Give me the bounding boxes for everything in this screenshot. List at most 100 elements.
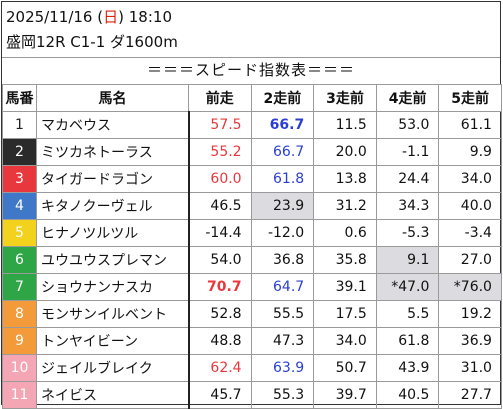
index-4prev: 5.5 — [375, 300, 440, 328]
horse-name: ネイビス — [36, 381, 190, 409]
col-header-2prev: 2走前 — [250, 84, 315, 112]
table-row: 5 ヒナノツルツル -14.4 -12.0 0.6 -5.3 -3.4 — [2, 219, 502, 247]
index-3prev: 50.7 — [313, 354, 377, 382]
index-last: 45.7 — [188, 381, 252, 409]
table-row: 8 モンサンイルベント 52.8 55.5 17.5 5.5 19.2 — [2, 300, 502, 328]
table-header-row: 馬番 馬名 前走 2走前 3走前 4走前 5走前 — [2, 84, 502, 112]
table-row: 9 トンヤイビーン 48.8 47.3 34.0 61.8 36.9 — [2, 327, 502, 355]
index-last: 46.5 — [188, 192, 252, 220]
index-5prev: 61.1 — [438, 111, 502, 139]
horse-number: 10 — [2, 354, 37, 382]
index-5prev: -3.4 — [438, 219, 502, 247]
index-3prev: 31.2 — [313, 192, 377, 220]
horse-name: ユウユウスプレマン — [36, 246, 190, 274]
index-3prev: 20.0 — [313, 138, 377, 166]
index-4prev: 24.4 — [375, 165, 440, 193]
index-last: 48.8 — [188, 327, 252, 355]
index-last: 57.5 — [188, 111, 252, 139]
index-3prev: 39.7 — [313, 381, 377, 409]
horse-number: 9 — [2, 327, 37, 355]
index-5prev: 19.2 — [438, 300, 502, 328]
index-last: 55.2 — [188, 138, 252, 166]
col-header-4prev: 4走前 — [375, 84, 440, 112]
index-last: 70.7 — [188, 273, 252, 301]
horse-name: ヒナノツルツル — [36, 219, 190, 247]
index-2prev: 47.3 — [250, 327, 315, 355]
horse-name: マカベウス — [36, 111, 190, 139]
speed-index-table: 馬番 馬名 前走 2走前 3走前 4走前 5走前 1 マカベウス 57.5 66.7 1… — [2, 84, 502, 409]
index-2prev: 36.8 — [250, 246, 315, 274]
race-date: 2025/11/16 — [6, 8, 93, 26]
index-2prev: 23.9 — [250, 192, 315, 220]
horse-number: 6 — [2, 246, 37, 274]
table-row: 11 ネイビス 45.7 55.3 39.7 40.5 27.7 — [2, 381, 502, 409]
table-row: 10 ジェイルブレイク 62.4 63.9 50.7 43.9 31.0 — [2, 354, 502, 382]
race-time: 18:10 — [128, 8, 172, 26]
horse-name: トンヤイビーン — [36, 327, 190, 355]
index-last: -14.4 — [188, 219, 252, 247]
index-2prev: 64.7 — [250, 273, 315, 301]
index-2prev: 61.8 — [250, 165, 315, 193]
race-info: 盛岡12R C1-1 ダ1600m — [6, 33, 178, 51]
index-3prev: 0.6 — [313, 219, 377, 247]
index-2prev: 66.7 — [250, 111, 315, 139]
index-5prev: 34.0 — [438, 165, 502, 193]
index-5prev: *76.0 — [438, 273, 502, 301]
horse-name: ショウナンナスカ — [36, 273, 190, 301]
index-2prev: 66.7 — [250, 138, 315, 166]
index-4prev: -1.1 — [375, 138, 440, 166]
index-3prev: 13.8 — [313, 165, 377, 193]
table-row: 4 キタノクーヴェル 46.5 23.9 31.2 34.3 40.0 — [2, 192, 502, 220]
index-4prev: 53.0 — [375, 111, 440, 139]
table-row: 3 タイガードラゴン 60.0 61.8 13.8 24.4 34.0 — [2, 165, 502, 193]
horse-name: ミツカネトーラス — [36, 138, 190, 166]
index-last: 60.0 — [188, 165, 252, 193]
horse-number: 5 — [2, 219, 37, 247]
index-2prev: 63.9 — [250, 354, 315, 382]
index-5prev: 40.0 — [438, 192, 502, 220]
col-header-last: 前走 — [188, 84, 252, 112]
col-header-3prev: 3走前 — [313, 84, 377, 112]
index-last: 62.4 — [188, 354, 252, 382]
horse-number: 3 — [2, 165, 37, 193]
horse-number: 2 — [2, 138, 37, 166]
index-3prev: 34.0 — [313, 327, 377, 355]
index-2prev: 55.3 — [250, 381, 315, 409]
index-4prev: *47.0 — [375, 273, 440, 301]
horse-name: タイガードラゴン — [36, 165, 190, 193]
index-2prev: -12.0 — [250, 219, 315, 247]
col-header-5prev: 5走前 — [438, 84, 502, 112]
index-5prev: 27.7 — [438, 381, 502, 409]
index-4prev: 61.8 — [375, 327, 440, 355]
horse-name: キタノクーヴェル — [36, 192, 190, 220]
index-5prev: 36.9 — [438, 327, 502, 355]
index-4prev: 34.3 — [375, 192, 440, 220]
horse-number: 8 — [2, 300, 37, 328]
index-2prev: 55.5 — [250, 300, 315, 328]
index-5prev: 31.0 — [438, 354, 502, 382]
table-row: 2 ミツカネトーラス 55.2 66.7 20.0 -1.1 9.9 — [2, 138, 502, 166]
horse-number: 11 — [2, 381, 37, 409]
index-last: 52.8 — [188, 300, 252, 328]
index-3prev: 39.1 — [313, 273, 377, 301]
section-title: ＝＝＝スピード指数表＝＝＝ — [146, 61, 355, 79]
table-row: 6 ユウユウスプレマン 54.0 36.8 35.8 9.1 27.0 — [2, 246, 502, 274]
race-datetime: 2025/11/16 (日) 18:10 — [6, 8, 172, 26]
col-header-name: 馬名 — [36, 84, 189, 112]
index-3prev: 35.8 — [313, 246, 377, 274]
horse-number: 4 — [2, 192, 37, 220]
index-4prev: 40.5 — [375, 381, 440, 409]
horse-number: 7 — [2, 273, 37, 301]
horse-number: 1 — [2, 111, 37, 139]
index-3prev: 11.5 — [313, 111, 377, 139]
index-last: 54.0 — [188, 246, 252, 274]
table-row: 7 ショウナンナスカ 70.7 64.7 39.1 *47.0 *76.0 — [2, 273, 502, 301]
index-5prev: 27.0 — [438, 246, 502, 274]
table-row: 1 マカベウス 57.5 66.7 11.5 53.0 61.1 — [2, 111, 502, 139]
horse-name: ジェイルブレイク — [36, 354, 190, 382]
index-4prev: 43.9 — [375, 354, 440, 382]
divider — [2, 57, 500, 58]
index-5prev: 9.9 — [438, 138, 502, 166]
col-header-number: 馬番 — [2, 84, 37, 112]
